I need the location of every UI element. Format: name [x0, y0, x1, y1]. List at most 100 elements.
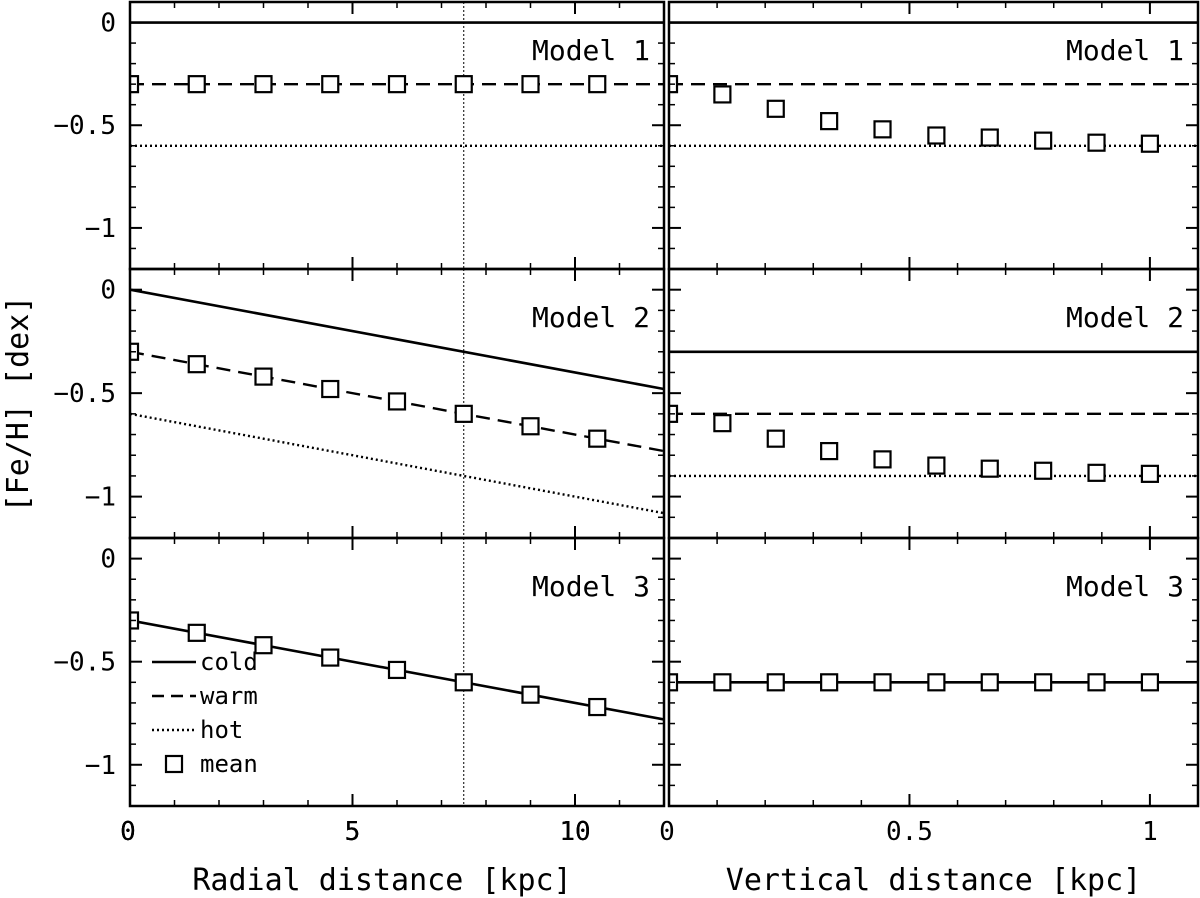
- mean-marker: [1034, 461, 1053, 480]
- legend-label-warm: warm: [200, 682, 258, 710]
- mean-marker: [766, 673, 785, 692]
- x-tick-label: 0: [120, 817, 136, 847]
- y-tick-label: −0.5: [53, 379, 116, 409]
- x-tick-label: 10: [559, 817, 590, 847]
- mean-marker: [187, 75, 206, 94]
- mean-marker: [521, 417, 540, 436]
- cold-line: [130, 288, 664, 391]
- panel-radial-3: 0 −0.5 −1 0 5 10 Model 3 cold warm hot mean: [53, 536, 666, 847]
- mean-marker: [820, 441, 839, 461]
- x-tick-label: 5: [345, 817, 361, 847]
- mean-marker: [766, 99, 785, 118]
- y-tick-label: −1: [85, 483, 116, 513]
- mean-marker: [588, 429, 607, 448]
- mean-marker: [1140, 134, 1160, 153]
- model-label: Model 2: [1066, 301, 1184, 334]
- y-tick-label: −0.5: [53, 111, 116, 141]
- mean-marker: [980, 673, 999, 692]
- mean-marker: [927, 456, 946, 475]
- mean-marker: [521, 75, 540, 94]
- legend: cold warm hot mean: [152, 648, 258, 778]
- mean-marker: [1034, 673, 1053, 692]
- panel-vertical-2: Model 2: [667, 267, 1200, 540]
- plot-area: [669, 350, 1198, 483]
- y-axis-label: [Fe/H] [dex]: [1, 296, 36, 513]
- mean-marker: [1087, 673, 1106, 692]
- mean-marker: [254, 636, 273, 655]
- mean-marker: [588, 697, 607, 717]
- mean-marker: [1034, 131, 1053, 150]
- mean-marker: [321, 379, 340, 399]
- legend-label-mean: mean: [200, 750, 258, 778]
- y-tick-label: −1: [85, 751, 116, 781]
- mean-marker: [820, 112, 839, 131]
- x-tick-label: 10: [559, 817, 590, 847]
- legend-label-cold: cold: [200, 648, 258, 676]
- mean-marker: [980, 128, 999, 147]
- mean-marker: [873, 450, 892, 469]
- mean-marker: [766, 429, 785, 448]
- hot-line: [130, 412, 664, 515]
- mean-marker: [1087, 463, 1106, 482]
- model-label: Model 1: [532, 34, 650, 67]
- model-label: Model 1: [1066, 34, 1184, 67]
- x-axis-label: Radial distance [kpc]: [192, 863, 571, 898]
- panel-radial-1: 0 −0.5 −1 0 5 10 Model 1: [53, 0, 666, 847]
- x-tick-label: 5: [345, 817, 361, 847]
- x-tick-label: 0.5: [886, 817, 933, 847]
- x-tick-label: 0: [120, 817, 136, 847]
- plot-area: [669, 21, 1198, 153]
- mean-marker: [980, 459, 999, 478]
- mean-marker: [321, 648, 340, 667]
- y-tick-label: 0: [100, 276, 116, 306]
- mean-marker: [873, 673, 892, 692]
- model-label: Model 3: [1066, 570, 1184, 603]
- mean-marker: [1140, 673, 1160, 692]
- mean-marker: [254, 75, 273, 94]
- y-tick-label: 0: [100, 9, 116, 39]
- x-tick-label: 0: [120, 817, 136, 847]
- model-label: Model 2: [532, 301, 650, 334]
- mean-marker: [187, 623, 206, 642]
- x-tick-label: 10: [559, 817, 590, 847]
- plot-area: [669, 673, 1198, 692]
- panel-vertical-3: 0 0.5 1 Model 3: [659, 536, 1200, 847]
- mean-marker: [927, 126, 946, 145]
- mean-marker: [521, 685, 540, 704]
- figure-labels: [Fe/H] [dex] Radial distance [kpc] Vertica…: [1, 296, 1141, 898]
- mean-marker: [321, 75, 340, 94]
- mean-marker: [820, 673, 839, 692]
- model-label: Model 3: [532, 570, 650, 603]
- mean-marker: [187, 355, 206, 374]
- y-tick-label: −1: [85, 214, 116, 244]
- mean-marker: [454, 75, 473, 94]
- mean-marker: [387, 75, 407, 94]
- mean-marker: [873, 120, 892, 139]
- y-tick-label: −0.5: [53, 648, 116, 678]
- x-tick-label: 5: [345, 817, 361, 847]
- legend-swatch-mean: [164, 754, 184, 774]
- legend-label-hot: hot: [200, 716, 243, 744]
- x-axis-label: Vertical distance [kpc]: [726, 863, 1141, 898]
- mean-marker: [927, 673, 946, 692]
- mean-marker: [713, 85, 732, 104]
- mean-marker: [387, 392, 407, 411]
- mean-marker: [588, 75, 607, 94]
- panel-radial-2: 0 −0.5 −1 0 5 10 Model 2: [53, 267, 666, 847]
- mean-marker: [1087, 133, 1106, 152]
- mean-marker: [713, 673, 732, 692]
- x-tick-label: 0: [659, 817, 675, 847]
- mean-marker: [454, 404, 473, 423]
- mean-marker: [387, 660, 407, 680]
- mean-marker: [1140, 464, 1160, 483]
- x-tick-label: 1: [1142, 817, 1158, 847]
- panel-vertical-1: Model 1: [667, 0, 1200, 271]
- y-tick-label: 0: [100, 545, 116, 575]
- mean-marker: [713, 414, 732, 433]
- mean-marker: [454, 673, 473, 692]
- plot-area: [130, 2, 664, 269]
- panel-frame: [667, 536, 1200, 808]
- mean-marker: [254, 367, 273, 386]
